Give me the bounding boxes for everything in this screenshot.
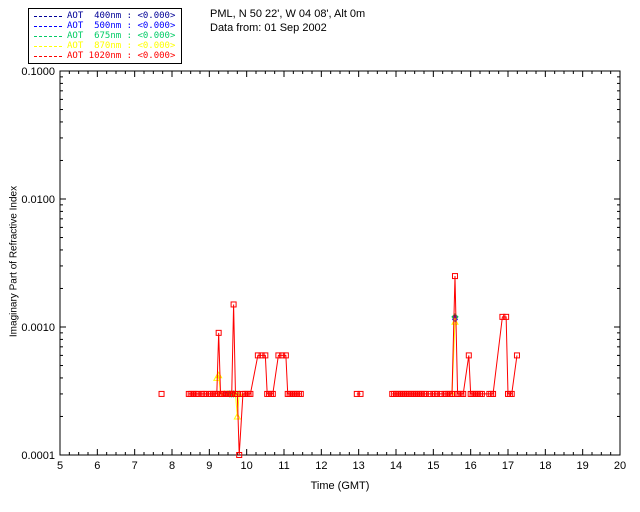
x-tick-label: 10 xyxy=(241,460,253,472)
legend-label: AOT 870nm : <0.000> xyxy=(67,41,176,51)
data-point-marker xyxy=(422,390,429,397)
x-tick-label: 12 xyxy=(315,460,327,472)
data-point-marker xyxy=(490,390,497,397)
legend: AOT 400nm : <0.000> AOT 500nm : <0.000> AO… xyxy=(28,8,183,64)
data-point-marker xyxy=(275,352,282,359)
x-tick-label: 19 xyxy=(577,460,589,472)
data-point-marker xyxy=(282,352,289,359)
data-point-marker xyxy=(449,390,455,397)
x-axis-ticks: 5 6 7 8 9 10 11 12 13 14 15 16 17 18 19 20 xyxy=(57,71,626,472)
x-tick-label: 14 xyxy=(390,460,402,472)
y-tick-label: 0.0100 xyxy=(21,194,55,206)
data-point-marker xyxy=(465,352,472,359)
series-aot-500nm xyxy=(223,316,458,397)
legend-entry: AOT 870nm : <0.000> xyxy=(34,41,175,51)
y-axis-title: Imaginary Part of Refractive Index xyxy=(8,185,20,338)
legend-entry: AOT 500nm : <0.000> xyxy=(34,21,175,31)
data-point-marker xyxy=(451,313,459,321)
data-point-marker xyxy=(451,273,458,280)
series-aot-1020nm xyxy=(158,273,520,458)
legend-line-sample xyxy=(34,45,62,47)
legend-line-sample xyxy=(34,25,62,27)
x-tick-label: 11 xyxy=(278,460,289,472)
data-point-marker xyxy=(508,390,515,397)
data-point-marker xyxy=(478,390,485,397)
data-point-marker xyxy=(215,329,222,336)
series-line xyxy=(188,304,301,456)
x-tick-label: 17 xyxy=(502,460,514,472)
x-tick-label: 9 xyxy=(206,460,212,472)
data-point-marker xyxy=(297,390,304,397)
data-point-marker xyxy=(213,390,220,397)
legend-label: AOT 1020nm : <0.000> xyxy=(67,51,176,61)
y-tick-label: 0.1000 xyxy=(21,66,55,78)
data-point-marker xyxy=(426,390,433,397)
x-tick-label: 20 xyxy=(614,460,626,472)
y-tick-label: 0.0010 xyxy=(21,322,55,334)
data-point-marker xyxy=(258,352,265,359)
x-tick-label: 6 xyxy=(94,460,100,472)
data-point-marker xyxy=(357,390,364,397)
legend-label: AOT 500nm : <0.000> xyxy=(67,21,176,31)
data-point-marker xyxy=(230,301,237,308)
data-point-marker xyxy=(513,352,520,359)
data-point-marker xyxy=(247,390,254,397)
x-tick-label: 5 xyxy=(57,460,63,472)
data-point-marker xyxy=(353,390,360,397)
data-point-marker xyxy=(233,412,242,420)
data-point-marker xyxy=(460,390,467,397)
data-point-marker xyxy=(499,313,506,320)
legend-line-sample xyxy=(34,15,62,17)
legend-entry: AOT 400nm : <0.000> xyxy=(34,11,175,21)
series-aot-870nm xyxy=(212,317,459,420)
x-axis-title: Time (GMT) xyxy=(310,480,370,492)
data-point-marker xyxy=(228,390,235,397)
data-point-marker xyxy=(202,390,209,397)
legend-entry: AOT 675nm : <0.000> xyxy=(34,31,175,41)
data-point-marker xyxy=(195,390,202,397)
data-point-marker xyxy=(269,390,276,397)
x-tick-label: 16 xyxy=(465,460,477,472)
plot-frame xyxy=(59,70,621,456)
data-point-marker xyxy=(158,390,165,397)
legend-label: AOT 400nm : <0.000> xyxy=(67,11,176,21)
data-point-marker xyxy=(236,452,243,458)
site-location-text: PML, N 50 22', W 04 08', Alt 0m xyxy=(210,8,366,20)
legend-line-sample xyxy=(34,55,62,57)
x-tick-label: 13 xyxy=(353,460,365,472)
y-axis-ticks: 0.0001 0.0010 0.0100 0.1000 xyxy=(21,66,620,462)
data-point-marker xyxy=(503,313,510,320)
y-tick-label: 0.0001 xyxy=(21,450,55,462)
legend-label: AOT 675nm : <0.000> xyxy=(67,31,176,41)
data-point-marker xyxy=(279,352,286,359)
x-tick-label: 15 xyxy=(427,460,439,472)
data-point-marker xyxy=(262,352,269,359)
data-point-marker xyxy=(254,352,261,359)
data-date-text: Data from: 01 Sep 2002 xyxy=(210,22,327,34)
legend-line-sample xyxy=(34,35,62,37)
x-tick-label: 7 xyxy=(132,460,138,472)
data-point-marker xyxy=(434,390,441,397)
data-point-marker xyxy=(437,390,444,397)
x-tick-label: 18 xyxy=(539,460,551,472)
x-tick-label: 8 xyxy=(169,460,175,472)
legend-entry: AOT 1020nm : <0.000> xyxy=(34,51,175,61)
plot-header: PML, N 50 22', W 04 08', Alt 0m Data fro… xyxy=(210,7,365,35)
data-point-marker xyxy=(234,390,241,397)
